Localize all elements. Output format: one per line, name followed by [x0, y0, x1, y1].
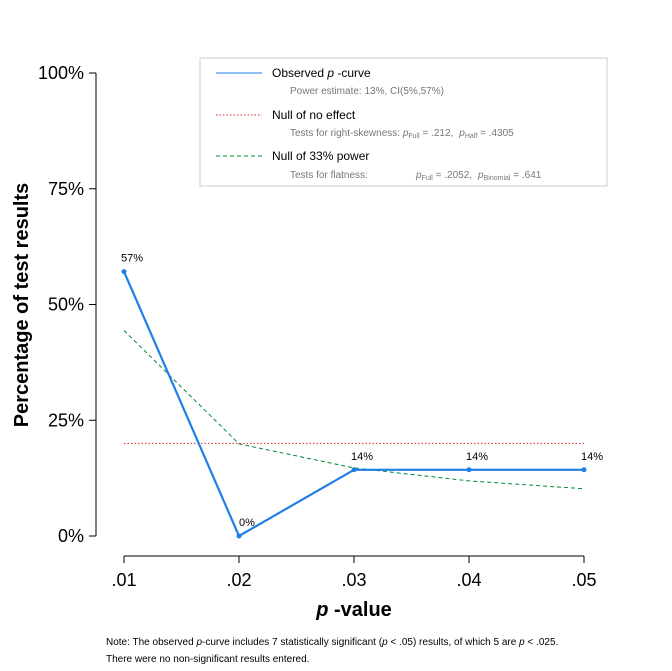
legend-null: Null of no effect: [272, 108, 356, 122]
legend-flatness-tests: pFull = .2052, pBinomial = .641: [415, 170, 542, 182]
legend-right-skew-tests: Tests for right-skewness: pFull = .212, p…: [290, 128, 514, 140]
data-label: 14%: [351, 451, 373, 463]
legend-box: [199, 57, 608, 187]
x-axis-label: p -value: [315, 599, 392, 621]
series-line-solid: [122, 271, 584, 538]
x-tick-label: .05: [571, 570, 596, 590]
axes: 0% 25% 50% 75% 100% .01 .02 .03 .04 .05: [38, 63, 597, 590]
series-lines: 57% 0% 14% 14% 14%: [121, 253, 603, 539]
y-axis-label: Percentage of test results: [11, 183, 33, 428]
series-line-dashed: [123, 330, 585, 490]
data-point: [351, 467, 357, 473]
data-label: 14%: [466, 451, 488, 463]
data-label: 57%: [121, 253, 143, 265]
data-point: [581, 467, 587, 473]
y-tick-label: 75%: [48, 179, 84, 199]
note-line-1: Note: The observed p-curve includes 7 st…: [106, 637, 558, 648]
legend-power: Null of 33% power: [272, 149, 369, 163]
legend: Observed p -curve Power estimate: 13%, C…: [199, 57, 608, 187]
x-tick-label: .04: [456, 570, 481, 590]
y-tick-label: 100%: [38, 63, 84, 83]
x-tick-label: .02: [226, 570, 251, 590]
y-tick-label: 25%: [48, 410, 84, 430]
x-tick-label: .01: [111, 570, 136, 590]
y-tick-label: 0%: [58, 526, 84, 546]
data-label: 0%: [239, 517, 255, 529]
legend-power-estimate: Power estimate: 13%, CI(5%,57%): [290, 86, 444, 97]
y-tick-label: 50%: [48, 295, 84, 315]
data-point: [236, 533, 242, 539]
note-line-2: There were no non-significant results en…: [106, 654, 309, 665]
legend-flatness-tests-label: Tests for flatness:: [290, 170, 368, 181]
data-point: [466, 467, 472, 473]
x-tick-label: .03: [341, 570, 366, 590]
data-point: [121, 269, 127, 275]
data-label: 14%: [581, 451, 603, 463]
legend-observed: Observed p -curve: [272, 66, 371, 80]
